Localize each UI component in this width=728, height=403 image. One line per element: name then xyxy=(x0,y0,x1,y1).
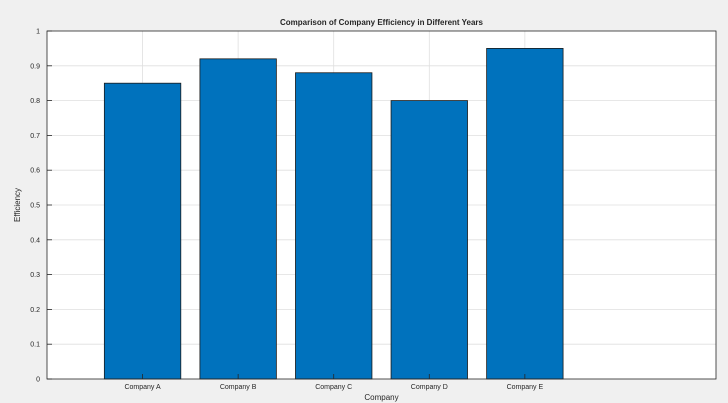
x-tick-label: Company A xyxy=(124,384,161,391)
x-tick-label: Company E xyxy=(507,384,544,391)
bar-company-b xyxy=(199,58,277,380)
y-tick-label: 0 xyxy=(36,377,40,384)
bars xyxy=(103,48,564,380)
y-tick-label: 0.2 xyxy=(30,307,40,314)
y-tick-label: 0.6 xyxy=(30,168,40,175)
chart-title: Comparison of Company Efficiency in Diff… xyxy=(280,18,484,27)
y-tick-label: 0.4 xyxy=(30,237,40,244)
y-tick-label: 0.7 xyxy=(30,133,40,140)
axes-box xyxy=(46,30,717,380)
y-tick-label: 0.1 xyxy=(30,342,40,349)
y-axis-label: Efficiency xyxy=(13,188,22,222)
bar-company-c xyxy=(295,72,373,380)
x-tick-label: Company C xyxy=(315,384,352,391)
y-tick-label: 0.9 xyxy=(30,63,40,70)
y-tick-label: 0.3 xyxy=(30,272,40,279)
y-tick-label: 0.8 xyxy=(30,98,40,105)
axes xyxy=(46,30,717,380)
x-axis-label: Company xyxy=(364,393,398,402)
x-tick-label: Company D xyxy=(411,384,448,391)
bar-company-e xyxy=(486,48,564,380)
y-tick-label: 0.5 xyxy=(30,203,40,210)
y-tick-label: 1 xyxy=(36,29,40,36)
x-tick-label: Company B xyxy=(220,384,257,391)
bar-company-a xyxy=(103,82,182,380)
tick-labels: 0 0.1 0.2 0.3 0.4 0.5 0.6 0.7 0.8 0.9 1 Company A Co… xyxy=(30,29,543,392)
bar-company-d xyxy=(390,100,468,380)
